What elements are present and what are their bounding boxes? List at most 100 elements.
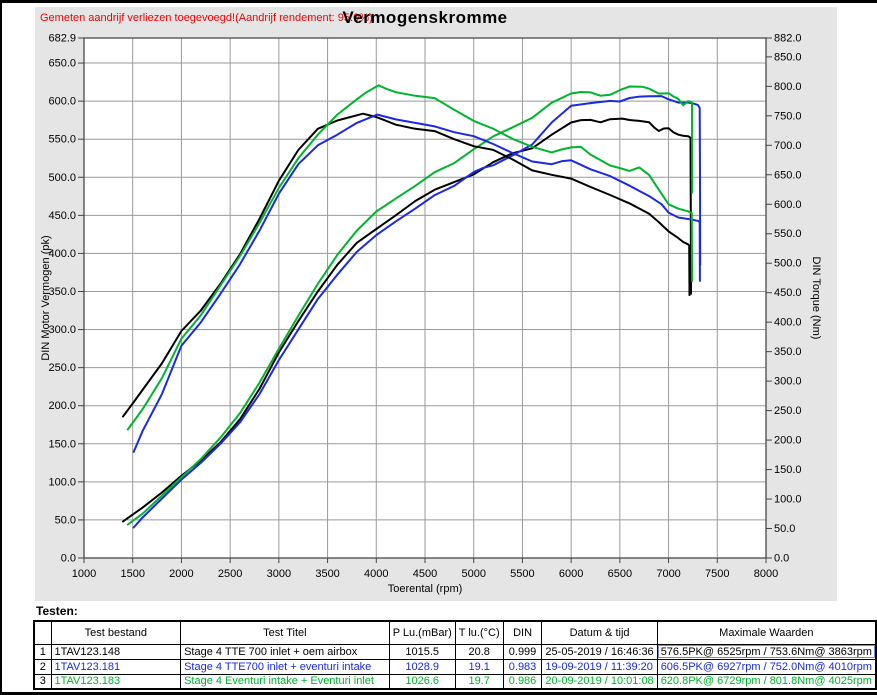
svg-text:550.0: 550.0 bbox=[48, 134, 76, 146]
cell-title[interactable]: Stage 4 TTE700 inlet + eventuri intake bbox=[180, 658, 390, 675]
svg-text:4500: 4500 bbox=[413, 568, 437, 580]
svg-text:600.0: 600.0 bbox=[774, 199, 802, 211]
curve-4-torque bbox=[122, 112, 691, 418]
cell-p-lu[interactable]: 1026.6 bbox=[388, 673, 456, 690]
svg-text:350.0: 350.0 bbox=[48, 286, 76, 298]
test-row-1[interactable]: 1 1TAV123.148 Stage 4 TTE 700 inlet + oem … bbox=[33, 643, 877, 660]
svg-text:7000: 7000 bbox=[656, 568, 680, 580]
svg-text:300.0: 300.0 bbox=[774, 376, 802, 388]
svg-text:3500: 3500 bbox=[315, 568, 339, 580]
svg-text:882.0: 882.0 bbox=[774, 33, 802, 45]
svg-text:5000: 5000 bbox=[461, 568, 485, 580]
svg-text:8000: 8000 bbox=[754, 568, 778, 580]
cell-t-lu[interactable]: 19.1 bbox=[454, 658, 504, 675]
col-header-T lu.(°C): T lu.(°C) bbox=[454, 620, 504, 645]
svg-text:250.0: 250.0 bbox=[774, 405, 802, 417]
y-axis-left: 682.9 650.0 600.0 550.0 500.0 450.0 400.0 350.0… bbox=[48, 33, 84, 565]
svg-text:400.0: 400.0 bbox=[48, 248, 76, 260]
svg-text:350.0: 350.0 bbox=[774, 346, 802, 358]
y-axis-left-title: DIN Motor Vermogen (pk) bbox=[40, 235, 52, 360]
svg-text:50.0: 50.0 bbox=[55, 514, 76, 526]
svg-text:700.0: 700.0 bbox=[774, 140, 802, 152]
cell-title[interactable]: Stage 4 TTE 700 inlet + oem airbox bbox=[180, 643, 390, 660]
svg-text:650.0: 650.0 bbox=[48, 58, 76, 70]
svg-text:300.0: 300.0 bbox=[48, 324, 76, 336]
cell-din[interactable]: 0.986 bbox=[502, 673, 543, 690]
y-axis-right-title: DIN Torque (Nm) bbox=[810, 257, 822, 340]
cell-max-values[interactable]: 606.5PK@ 6927rpm / 752.0Nm@ 4010rpm bbox=[656, 658, 877, 675]
svg-text:500.0: 500.0 bbox=[48, 172, 76, 184]
cell-t-lu[interactable]: 20.8 bbox=[454, 643, 504, 660]
cell-p-lu[interactable]: 1028.9 bbox=[388, 658, 456, 675]
tests-section-label: Testen: bbox=[36, 604, 78, 618]
cell-din[interactable]: 0.999 bbox=[502, 643, 543, 660]
cell-max-values[interactable]: 620.8PK@ 6729rpm / 801.8Nm@ 4025rpm bbox=[656, 673, 877, 690]
svg-text:100.0: 100.0 bbox=[48, 476, 76, 488]
svg-text:6500: 6500 bbox=[608, 568, 632, 580]
x-axis-title: Toerental (rpm) bbox=[388, 583, 463, 595]
svg-text:100.0: 100.0 bbox=[774, 494, 802, 506]
svg-text:250.0: 250.0 bbox=[48, 362, 76, 374]
cell-file[interactable]: 1TAV123.183 bbox=[50, 673, 182, 690]
curve-5-torque bbox=[132, 113, 701, 453]
svg-text:6000: 6000 bbox=[559, 568, 583, 580]
cell-datetime[interactable]: 19-09-2019 / 11:39:20 bbox=[541, 658, 658, 675]
cell-max-values[interactable]: 576.5PK@ 6525rpm / 753.6Nm@ 3863rpm bbox=[656, 643, 877, 660]
svg-text:2000: 2000 bbox=[169, 568, 193, 580]
svg-text:150.0: 150.0 bbox=[774, 464, 802, 476]
tests-table-header-row: Test bestand Test Titel P Lu.(mBar) T lu.(°… bbox=[33, 620, 877, 645]
power-torque-chart: 682.9 650.0 600.0 550.0 500.0 450.0 400.0 350.0… bbox=[40, 33, 822, 596]
cell-p-lu[interactable]: 1015.5 bbox=[388, 643, 456, 660]
col-header-Datum & tijd: Datum & tijd bbox=[541, 620, 658, 645]
svg-text:850.0: 850.0 bbox=[774, 51, 802, 63]
curve-6-torque bbox=[126, 84, 694, 431]
curve-3-power bbox=[126, 85, 694, 526]
svg-text:650.0: 650.0 bbox=[774, 169, 802, 181]
svg-text:150.0: 150.0 bbox=[48, 438, 76, 450]
cell-num[interactable]: 2 bbox=[33, 658, 52, 675]
svg-text:800.0: 800.0 bbox=[774, 81, 802, 93]
svg-text:682.9: 682.9 bbox=[48, 33, 76, 45]
svg-text:750.0: 750.0 bbox=[774, 110, 802, 122]
cell-num[interactable]: 3 bbox=[33, 673, 52, 690]
col-header-DIN: DIN bbox=[502, 620, 543, 645]
cell-t-lu[interactable]: 19.7 bbox=[454, 673, 504, 690]
svg-text:2500: 2500 bbox=[218, 568, 242, 580]
y-axis-right: 882.0 850.0 800.0 750.0 700.0 650.0 600.0 550.0… bbox=[766, 33, 802, 565]
window-border-bottom bbox=[0, 692, 877, 695]
test-row-2[interactable]: 2 1TAV123.181 Stage 4 TTE700 inlet + event… bbox=[33, 658, 877, 675]
svg-text:600.0: 600.0 bbox=[48, 96, 76, 108]
x-axis: 1000 1500 2000 2500 3000 3500 4000 4500 5000 5500… bbox=[72, 558, 778, 580]
svg-text:0.0: 0.0 bbox=[61, 553, 76, 565]
svg-text:3000: 3000 bbox=[267, 568, 291, 580]
cell-datetime[interactable]: 25-05-2019 / 16:46:36 bbox=[541, 643, 658, 660]
test-row-3[interactable]: 3 1TAV123.183 Stage 4 Eventuri intake + Ev… bbox=[33, 673, 877, 690]
window-border-left bbox=[0, 0, 2, 695]
svg-text:1000: 1000 bbox=[72, 568, 96, 580]
tests-table: Test bestand Test Titel P Lu.(mBar) T lu.(°… bbox=[33, 620, 877, 690]
cell-datetime[interactable]: 20-09-2019 / 10:01:08 bbox=[541, 673, 658, 690]
dyno-chart-panel: Gemeten aandrijf verliezen toegevoegd!(A… bbox=[35, 7, 837, 601]
chart-title: Vermogenskromme bbox=[342, 8, 508, 27]
svg-text:550.0: 550.0 bbox=[774, 228, 802, 240]
svg-text:500.0: 500.0 bbox=[774, 258, 802, 270]
cell-file[interactable]: 1TAV123.148 bbox=[50, 643, 182, 660]
drivetrain-loss-note: Gemeten aandrijf verliezen toegevoegd!(A… bbox=[40, 12, 373, 24]
svg-text:200.0: 200.0 bbox=[774, 435, 802, 447]
svg-text:4000: 4000 bbox=[364, 568, 388, 580]
svg-text:450.0: 450.0 bbox=[48, 210, 76, 222]
col-header-P Lu.(mBar): P Lu.(mBar) bbox=[388, 620, 456, 645]
col-header-row-number bbox=[33, 620, 52, 645]
col-header-Test Titel: Test Titel bbox=[180, 620, 390, 645]
cell-num[interactable]: 1 bbox=[33, 643, 52, 660]
cell-file[interactable]: 1TAV123.181 bbox=[50, 658, 182, 675]
cell-title[interactable]: Stage 4 Eventuri intake + Eventuri inlet bbox=[180, 673, 390, 690]
cell-din[interactable]: 0.983 bbox=[502, 658, 543, 675]
col-header-Maximale Waarden: Maximale Waarden bbox=[656, 620, 877, 645]
svg-text:400.0: 400.0 bbox=[774, 317, 802, 329]
svg-text:7500: 7500 bbox=[705, 568, 729, 580]
svg-text:450.0: 450.0 bbox=[774, 287, 802, 299]
svg-text:1500: 1500 bbox=[120, 568, 144, 580]
col-header-Test bestand: Test bestand bbox=[50, 620, 182, 645]
window-border-top bbox=[0, 0, 877, 3]
